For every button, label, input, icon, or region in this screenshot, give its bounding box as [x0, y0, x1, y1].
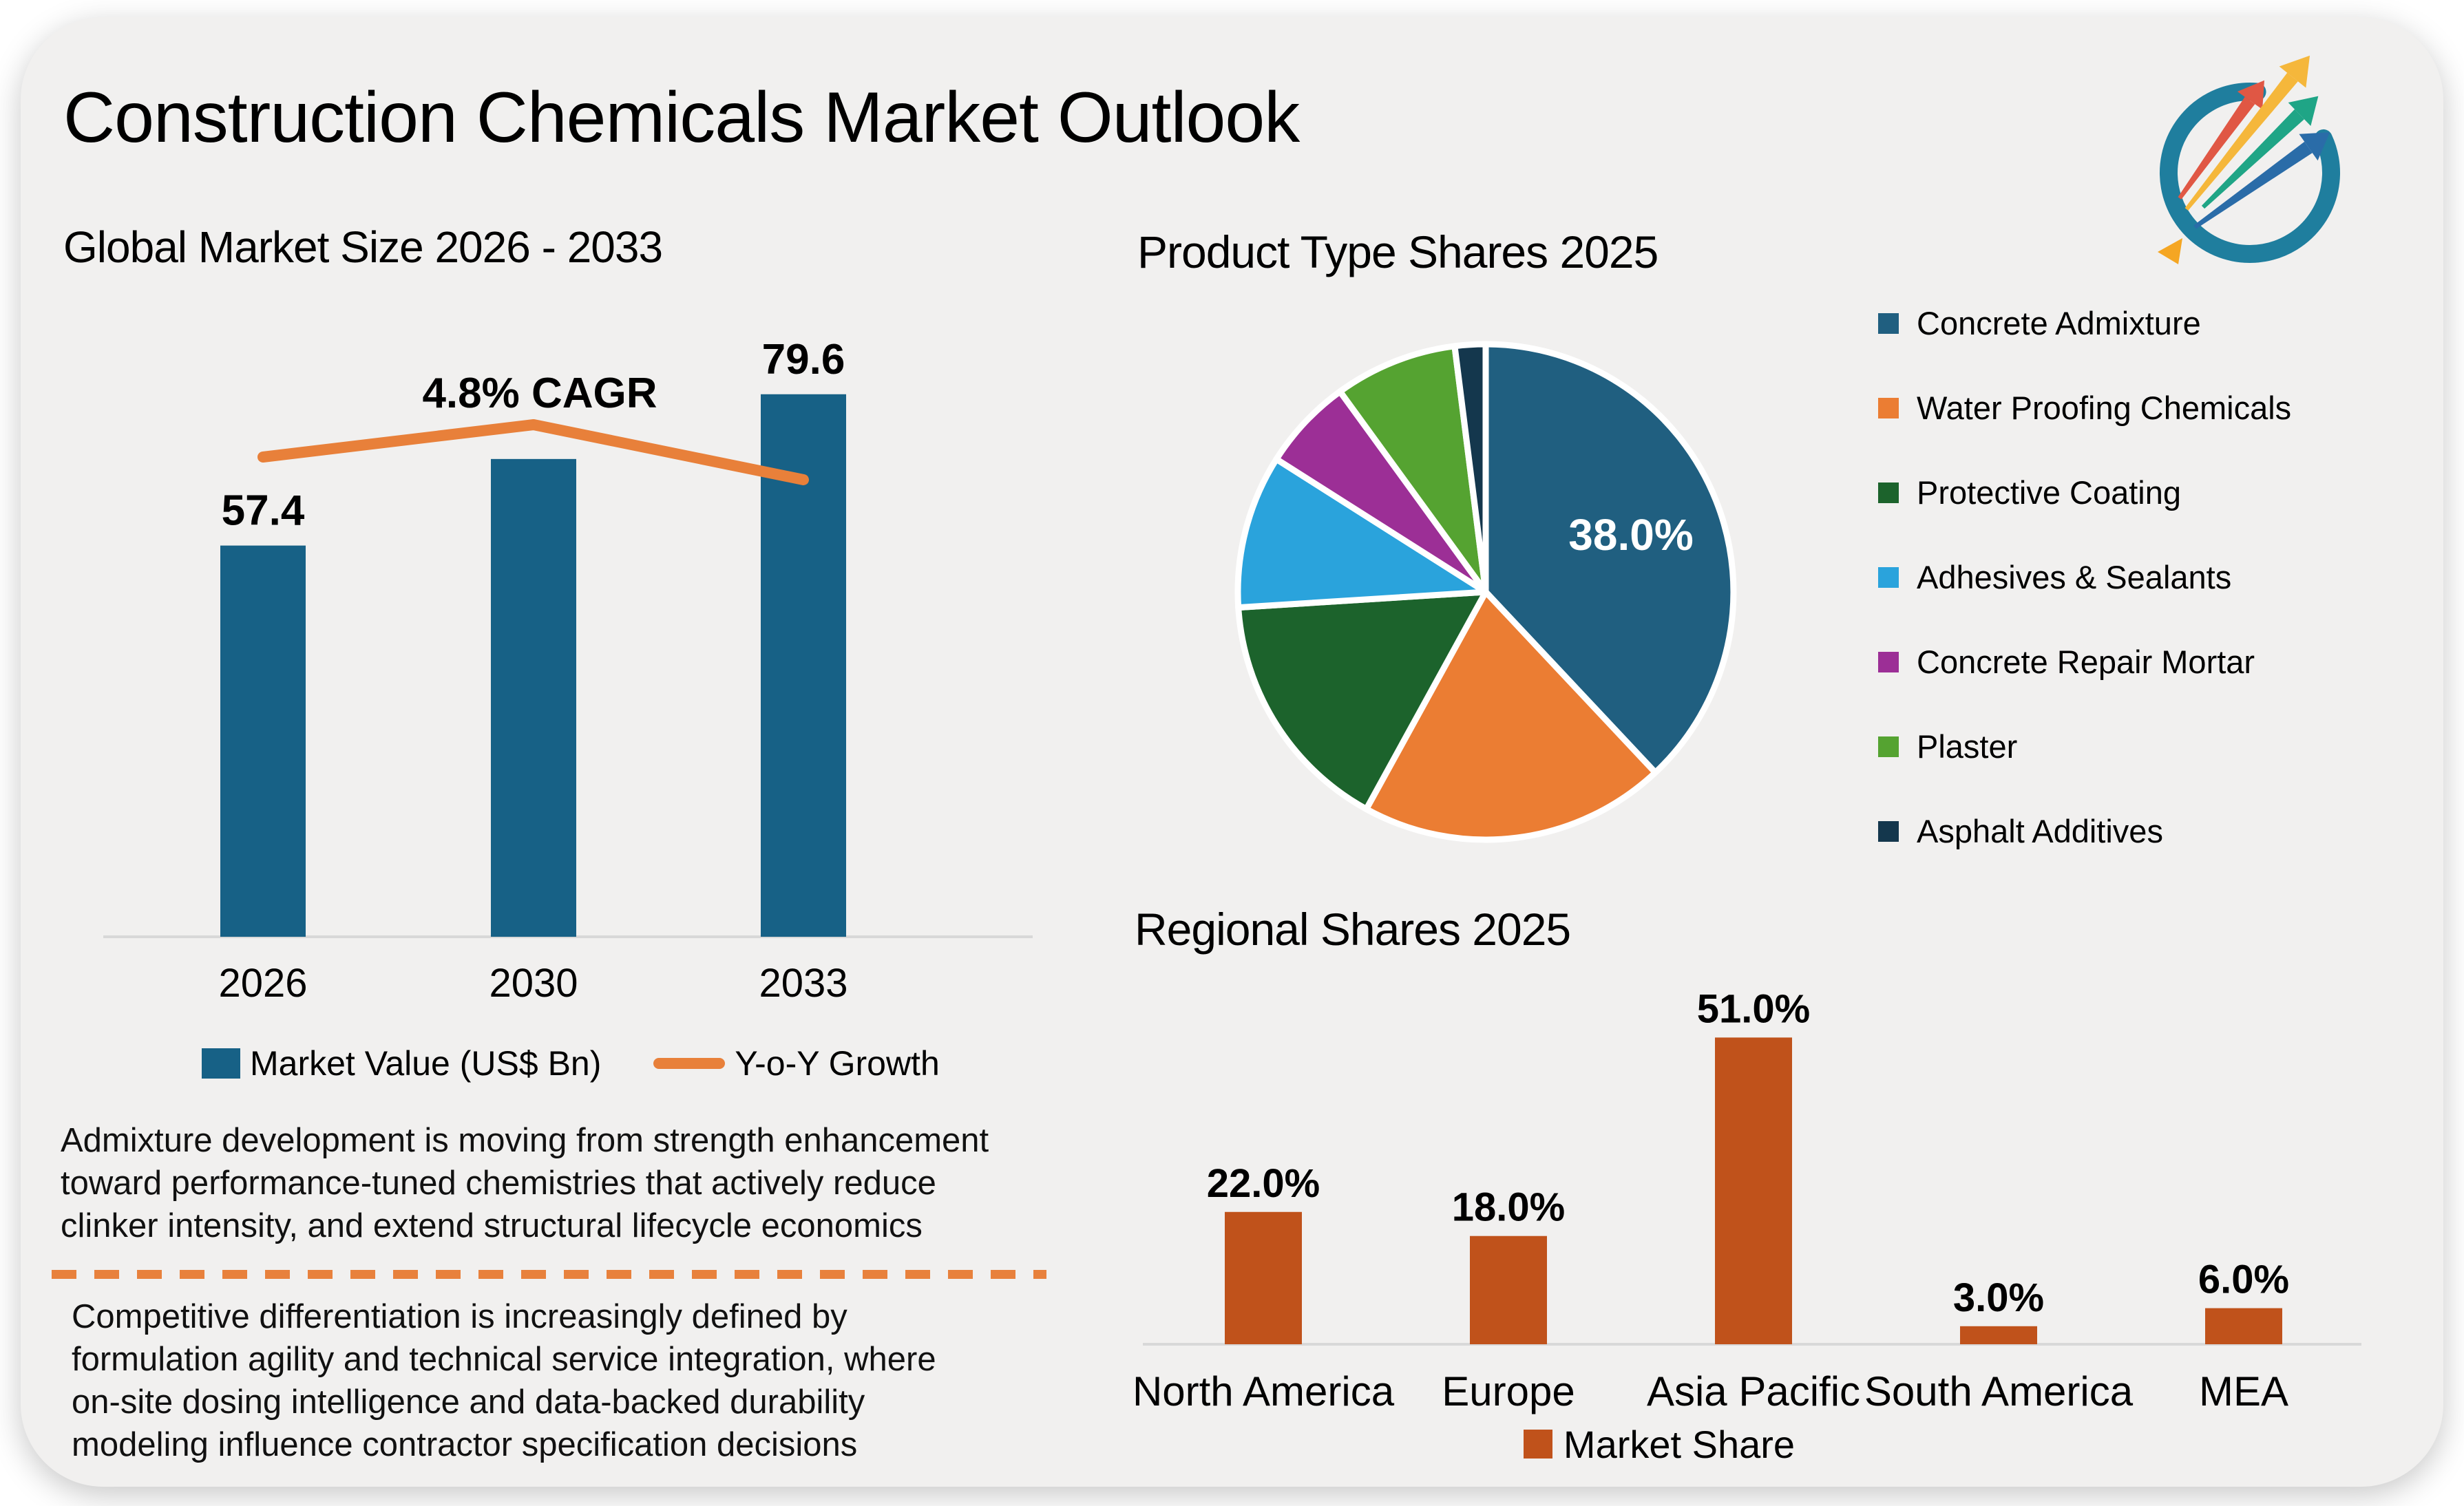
pie-legend-square-marker: [1878, 651, 1899, 672]
page-title: Construction Chemicals Market Outlook: [63, 78, 1300, 158]
logo-circle-swoosh: [2160, 83, 2340, 263]
regional-legend-label: Market Share: [1563, 1422, 1796, 1466]
pie-legend-label: Plaster: [1917, 728, 2018, 765]
legend-label: Y-o-Y Growth: [735, 1044, 940, 1083]
market-size-legend: Market Value (US$ Bn) Y-o-Y Growth: [202, 1043, 940, 1083]
bar-south-america: [1960, 1326, 2037, 1344]
pie-slice-adhesives-sealants: [1234, 456, 1489, 611]
product-type-pie-chart: 38.0%: [1234, 341, 1737, 843]
x-axis-label-mea: MEA: [2199, 1368, 2288, 1414]
insight-paragraph-2: Competitive differentiation is increasin…: [72, 1298, 936, 1463]
pie-slice-concrete-admixture: [1482, 341, 1737, 776]
legend-square-marker: [202, 1048, 240, 1079]
yoy-growth-line: [257, 419, 809, 485]
bar-north-america: [1225, 1211, 1302, 1344]
x-axis-label-europe: Europe: [1442, 1368, 1575, 1414]
pie-legend-item-concrete-repair-mortar: Concrete Repair Mortar: [1878, 619, 2291, 704]
market-size-chart: 57.4 2026 2030 79.6 2033 4.8% CAGR: [103, 336, 1033, 1006]
bar-value-label-europe: 18.0%: [1452, 1185, 1565, 1230]
logo-red-arrow-shaft: [2178, 96, 2255, 200]
pie-legend-item-asphalt-additives: Asphalt Additives: [1878, 789, 2291, 873]
bar-europe: [1470, 1235, 1547, 1344]
logo-red-arrow-head: [2237, 80, 2265, 110]
pie-legend-label: Protective Coating: [1917, 474, 2182, 511]
product-type-legend: Concrete Admixture Water Proofing Chemica…: [1878, 281, 2291, 873]
bar-value-label-2033: 79.6: [762, 336, 845, 383]
bar-asia-pacific: [1715, 1037, 1792, 1344]
bar-value-label-mea: 6.0%: [2198, 1258, 2289, 1302]
bar-value-label-north-america: 22.0%: [1207, 1161, 1320, 1206]
legend-line-marker: [653, 1058, 726, 1069]
logo-green-arrow-shaft: [2201, 109, 2304, 209]
logo-green-arrow-head: [2288, 96, 2319, 126]
x-axis-label-2033: 2033: [759, 961, 847, 1006]
pie-legend-square-marker: [1878, 482, 1899, 503]
regional-title: Regional Shares 2025: [1135, 904, 1571, 955]
bar-2030: [491, 458, 576, 937]
pie-legend-square-marker: [1878, 736, 1899, 757]
pie-legend-item-plaster: Plaster: [1878, 704, 2291, 789]
pie-legend-item-water-proofing-chemicals: Water Proofing Chemicals: [1878, 365, 2291, 450]
x-axis-label-asia-pacific: Asia Pacific: [1647, 1368, 1860, 1414]
pie-slice-water-proofing-chemicals: [1363, 588, 1659, 843]
pie-slice-protective-coating: [1235, 588, 1489, 812]
bar-mea: [2205, 1308, 2282, 1344]
pie-legend-item-protective-coating: Protective Coating: [1878, 450, 2291, 535]
pie-legend-item-adhesives-sealants: Adhesives & Sealants: [1878, 535, 2291, 619]
dashed-divider: [52, 1270, 1046, 1279]
logo-blue-arrow-head: [2299, 132, 2330, 161]
bar-2026: [220, 545, 306, 937]
x-axis-label-south-america: South America: [1864, 1368, 2134, 1414]
pie-legend-label: Water Proofing Chemicals: [1917, 390, 2292, 426]
pie-legend-square-marker: [1878, 397, 1899, 418]
product-type-title: Product Type Shares 2025: [1137, 226, 1659, 277]
legend-label: Market Value (US$ Bn): [250, 1044, 602, 1083]
pie-legend-square-marker: [1878, 820, 1899, 842]
regional-legend-square-marker: [1523, 1430, 1552, 1459]
x-axis-label-2030: 2030: [489, 961, 578, 1006]
market-size-title: Global Market Size 2026 - 2033: [63, 222, 663, 272]
pie-legend-square-marker: [1878, 566, 1899, 588]
regional-bar-chart: 22.0% North America 18.0% Europe 51.0% Asia P…: [1133, 986, 2361, 1414]
x-axis-label-2026: 2026: [218, 961, 307, 1006]
logo-blue-arrow-shaft: [2193, 141, 2313, 229]
bar-value-label-south-america: 3.0%: [1953, 1275, 2044, 1320]
logo-yellow-arrow-shaft: [2184, 72, 2298, 211]
bar-value-label-asia-pacific: 51.0%: [1697, 986, 1810, 1031]
insight-paragraph-1: Admixture development is moving from str…: [61, 1122, 989, 1244]
pie-legend-label: Concrete Repair Mortar: [1917, 644, 2255, 680]
pie-slice-plaster: [1336, 343, 1489, 595]
growth-arrows-logo: [2158, 55, 2340, 264]
legend-item-y-o-y-growth: Y-o-Y Growth: [653, 1043, 940, 1083]
pie-slice-asphalt-additives: [1451, 341, 1489, 595]
legend-item-market-value-us-bn: Market Value (US$ Bn): [202, 1043, 601, 1083]
pie-legend-label: Adhesives & Sealants: [1917, 559, 2232, 595]
x-axis-label-north-america: North America: [1133, 1368, 1395, 1414]
logo-accent-triangle: [2158, 238, 2182, 264]
regional-legend: Market Share: [1143, 1417, 2176, 1472]
pie-data-label-concrete-admixture: 38.0%: [1568, 510, 1693, 560]
cagr-annotation: 4.8% CAGR: [422, 370, 657, 417]
bar-value-label-2026: 57.4: [222, 487, 305, 535]
pie-legend-label: Asphalt Additives: [1917, 813, 2163, 849]
pie-legend-label: Concrete Admixture: [1917, 305, 2201, 341]
pie-legend-square-marker: [1878, 312, 1899, 334]
pie-legend-item-concrete-admixture: Concrete Admixture: [1878, 281, 2291, 365]
logo-yellow-arrow-head: [2279, 55, 2310, 88]
